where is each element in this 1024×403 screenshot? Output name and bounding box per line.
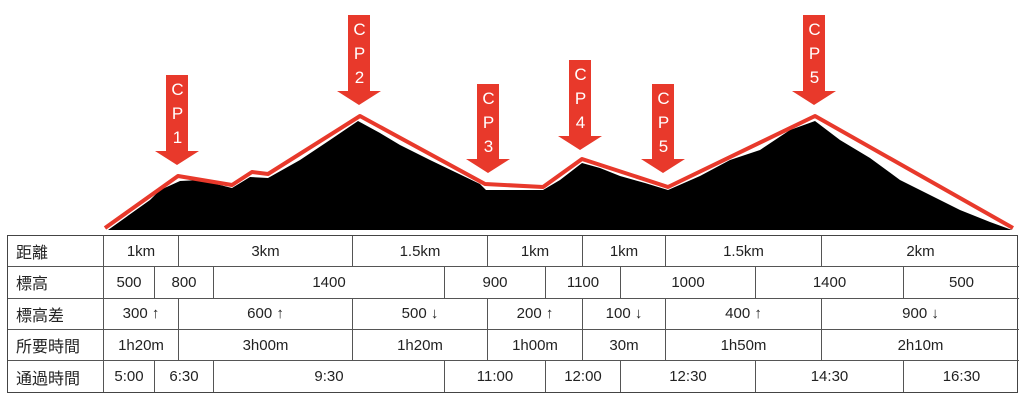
- table-cell: 14:30: [756, 361, 904, 393]
- table-cell: 1km: [104, 236, 179, 268]
- table-cell: 12:00: [546, 361, 621, 393]
- row-header: 所要時間: [8, 329, 104, 362]
- table-cell: 900 ↓: [822, 299, 1019, 330]
- table-cell: 1h00m: [488, 329, 583, 362]
- table-cell: 2h10m: [822, 330, 1019, 362]
- checkpoint-arrow-2: [337, 15, 381, 105]
- checkpoint-arrow-3: [466, 84, 510, 173]
- table-cell: 500 ↓: [353, 298, 488, 330]
- checkpoint-label: CP5: [654, 89, 673, 161]
- arrow-down-icon: [641, 84, 685, 173]
- table-cell: 6:30: [155, 361, 214, 393]
- table-cell: 1km: [583, 236, 666, 268]
- checkpoint-label: CP2: [350, 20, 369, 92]
- table-cell: 500: [904, 267, 1019, 299]
- table-cell: 1h20m: [353, 329, 488, 362]
- table-cell: 1400: [756, 267, 904, 299]
- checkpoint-label: CP4: [571, 65, 590, 137]
- row-header: 距離: [8, 236, 104, 268]
- table-cell: 1km: [488, 236, 583, 268]
- table-cell: 900: [445, 267, 546, 299]
- arrow-down-icon: [155, 75, 199, 165]
- table-cell: 400 ↑: [666, 298, 822, 330]
- arrow-down-icon: [337, 15, 381, 105]
- table-cell: 2km: [822, 236, 1019, 268]
- course-table: 距離 1km 3km 1.5km 1km 1km 1.5km 2km 標高 500 800 1400 9…: [7, 235, 1019, 393]
- table-cell: 1000: [621, 267, 756, 299]
- table-cell: 12:30: [621, 361, 756, 393]
- checkpoint-arrow-6: [792, 15, 836, 105]
- checkpoint-arrow-4: [558, 60, 602, 150]
- checkpoint-arrow-5: [641, 84, 685, 173]
- checkpoint-label: CP1: [168, 80, 187, 152]
- table-cell: 11:00: [445, 361, 546, 393]
- table-cell: 30m: [583, 329, 666, 362]
- table-cell: 3km: [179, 236, 353, 268]
- checkpoint-label: CP5: [805, 20, 824, 92]
- table-cell: 100 ↓: [583, 298, 666, 330]
- table-cell: 500: [104, 267, 155, 299]
- row-header: 標高差: [8, 298, 104, 330]
- table-cell: 3h00m: [179, 329, 353, 362]
- table-cell: 800: [155, 267, 214, 299]
- arrow-down-icon: [558, 60, 602, 150]
- table-cell: 5:00: [104, 361, 155, 393]
- table-cell: 600 ↑: [179, 298, 353, 330]
- table-cell: 1h20m: [104, 329, 179, 362]
- table-cell: 200 ↑: [488, 298, 583, 330]
- table-cell: 16:30: [942, 368, 981, 386]
- table-cell: 9:30: [214, 361, 445, 393]
- elevation-profile: [103, 15, 1014, 230]
- table-cell: 1400: [214, 267, 445, 299]
- mountain-silhouette: [108, 121, 1012, 230]
- table-cell: 300 ↑: [104, 298, 179, 330]
- row-header: 標高: [8, 267, 104, 299]
- arrow-down-icon: [466, 84, 510, 173]
- row-header: 通過時間: [8, 361, 104, 393]
- table-cell: 1100: [546, 267, 621, 299]
- checkpoint-label: CP3: [479, 89, 498, 161]
- table-cell: 1h50m: [666, 329, 822, 362]
- table-cell: 1.5km: [666, 236, 822, 268]
- checkpoint-arrow-1: [155, 75, 199, 165]
- arrow-down-icon: [792, 15, 836, 105]
- route-line: [103, 114, 1014, 230]
- table-cell: 1.5km: [353, 236, 488, 268]
